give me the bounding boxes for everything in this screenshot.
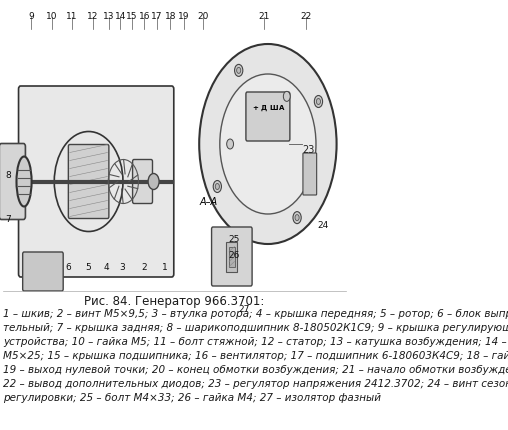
Text: 22 – вывод дополнительных диодов; 23 – регулятор напряжения 2412.3702; 24 – винт: 22 – вывод дополнительных диодов; 23 – р… — [4, 378, 508, 388]
Text: 6: 6 — [66, 263, 72, 272]
Text: 26: 26 — [228, 250, 239, 259]
FancyBboxPatch shape — [19, 87, 174, 277]
Ellipse shape — [16, 157, 31, 207]
Text: 23: 23 — [302, 144, 314, 155]
FancyBboxPatch shape — [211, 227, 252, 286]
Text: 19: 19 — [178, 12, 190, 21]
Text: Ш: Ш — [269, 105, 278, 111]
Text: 21: 21 — [259, 12, 270, 21]
Text: Д: Д — [261, 104, 267, 111]
Circle shape — [283, 92, 290, 102]
Text: 4: 4 — [104, 263, 109, 272]
FancyBboxPatch shape — [133, 160, 152, 204]
Text: 13: 13 — [103, 12, 114, 21]
Circle shape — [293, 212, 301, 224]
Text: А: А — [279, 105, 284, 111]
Text: 12: 12 — [87, 12, 99, 21]
Circle shape — [227, 140, 234, 150]
FancyBboxPatch shape — [23, 252, 63, 291]
Circle shape — [237, 68, 241, 74]
Text: А–А: А–А — [199, 197, 217, 206]
Circle shape — [295, 215, 299, 221]
Circle shape — [148, 174, 159, 190]
FancyBboxPatch shape — [0, 144, 25, 220]
Text: М5×25; 15 – крышка подшипника; 16 – вентилятор; 17 – подшипник 6-180603К4С9; 18 : М5×25; 15 – крышка подшипника; 16 – вент… — [4, 350, 508, 360]
Circle shape — [314, 96, 323, 108]
Bar — [229, 247, 235, 267]
Text: 16: 16 — [139, 12, 150, 21]
Text: 27: 27 — [238, 305, 249, 314]
Circle shape — [213, 181, 221, 193]
Text: 22: 22 — [300, 12, 311, 21]
Text: Рис. 84. Генератор 966.3701:: Рис. 84. Генератор 966.3701: — [84, 294, 265, 307]
Bar — [227, 242, 237, 272]
Text: 5: 5 — [85, 263, 91, 272]
Circle shape — [316, 99, 321, 105]
Text: 3: 3 — [119, 263, 125, 272]
Text: 25: 25 — [228, 235, 239, 244]
Circle shape — [235, 65, 243, 77]
Text: 2: 2 — [141, 263, 147, 272]
Text: 11: 11 — [67, 12, 78, 21]
Text: 10: 10 — [46, 12, 57, 21]
Text: 15: 15 — [126, 12, 138, 21]
FancyBboxPatch shape — [303, 154, 316, 196]
Circle shape — [220, 75, 316, 215]
Text: тельный; 7 – крышка задняя; 8 – шарикоподшипник 8-180502К1С9; 9 – крышка регулир: тельный; 7 – крышка задняя; 8 – шарикопо… — [4, 322, 508, 332]
Circle shape — [199, 45, 337, 244]
FancyBboxPatch shape — [246, 93, 290, 141]
Text: регулировки; 25 – болт М4×33; 26 – гайка М4; 27 – изолятор фазный: регулировки; 25 – болт М4×33; 26 – гайка… — [4, 392, 382, 402]
FancyBboxPatch shape — [69, 145, 109, 219]
Text: устройства; 10 – гайка М5; 11 – болт стяжной; 12 – статор; 13 – катушка возбужде: устройства; 10 – гайка М5; 11 – болт стя… — [4, 336, 508, 346]
Text: 8: 8 — [6, 170, 11, 179]
Text: +: + — [252, 105, 259, 111]
Text: 17: 17 — [151, 12, 163, 21]
Text: 1 – шкив; 2 – винт М5×9,5; 3 – втулка ротора; 4 – крышка передняя; 5 – ротор; 6 : 1 – шкив; 2 – винт М5×9,5; 3 – втулка ро… — [4, 308, 508, 318]
Text: 24: 24 — [317, 220, 329, 229]
Text: 14: 14 — [114, 12, 126, 21]
Text: 20: 20 — [197, 12, 208, 21]
Text: 1: 1 — [162, 263, 168, 272]
Text: 19 – выход нулевой точки; 20 – конец обмотки возбуждения; 21 – начало обмотки во: 19 – выход нулевой точки; 20 – конец обм… — [4, 364, 508, 374]
Circle shape — [215, 184, 219, 190]
Text: 18: 18 — [165, 12, 176, 21]
Text: 9: 9 — [28, 12, 34, 21]
Text: 7: 7 — [6, 215, 11, 224]
